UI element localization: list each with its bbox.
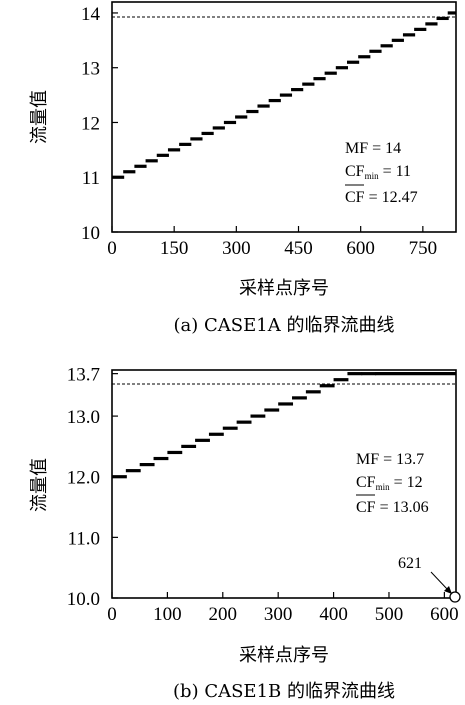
chart-a: 0 150 300 450 600 750 10 11 12 13 14 流量值 采样点序号 (a)… [29,1,457,336]
caption-a: (a) CASE1A 的临界流曲线 [174,315,395,336]
cfmin-prefix-b: CF [356,474,376,491]
y-tick-label-a: 10 [81,223,100,244]
x-axis-label-b: 采样点序号 [239,645,329,666]
chart-b: 0 100 200 300 400 500 60010.011.012.013.013.7 … [29,365,461,702]
x-tick-label-a: 0 [107,238,117,259]
annotation-box-b: MF = 13.7 CFmin = 12 CF = 13.06 [356,451,429,516]
cfmin-sub-a: min [365,171,380,181]
x-tick-label-a: 150 [160,238,189,259]
ticks-b: 0 100 200 300 400 500 600 10.0 11.0 12.0 13.0 13.7 [67,365,459,625]
cfbar-value-b: = 13.06 [376,499,429,516]
x-tick-label-a: 450 [284,238,313,259]
caption-b: (b) CASE1B 的临界流曲线 [173,681,395,702]
y-tick-label-a: 13 [81,59,100,80]
mf-annotation-a: MF = 14 [345,140,401,157]
point-arrow-shaft [430,571,449,591]
x-tick-label-b: 400 [319,604,348,625]
y-tick-label-b: 11.0 [67,528,100,549]
x-tick-label-b: 200 [209,604,238,625]
cfbar-text-b: CF [356,499,376,516]
cfmin-value-b: = 12 [390,474,423,491]
cfmin-prefix-a: CF [345,163,365,180]
y-axis-label-b: 流量值 [29,458,50,512]
point-label-621: 621 [398,555,422,572]
cfbar-annotation-a: CF = 12.47 [345,189,418,206]
annotation-box-a: MF = 14 CFmin = 11 CF = 12.47 [345,140,418,206]
steps-b [112,372,456,479]
cfmin-annotation-a: CFmin = 11 [345,163,411,181]
ticks-a: 0 150 300 450 600 750 10 11 12 13 14 [81,4,437,259]
cfbar-annotation-b: CF = 13.06 [356,499,429,516]
plot-frame-a [111,1,457,233]
x-axis-label-a: 采样点序号 [239,278,329,299]
y-tick-label-b: 10.0 [67,589,100,610]
y-tick-label-b: 13.0 [67,407,100,428]
x-tick-label-b: 600 [430,604,459,625]
y-tick-label-b: 12.0 [67,468,100,489]
x-tick-label-b: 0 [107,604,117,625]
cfmin-sub-b: min [376,482,391,492]
cfbar-text-a: CF [345,189,365,206]
cfbar-value-a: = 12.47 [365,189,418,206]
point-arrow-head [444,586,452,594]
cfmin-annotation-b: CFmin = 12 [356,474,423,492]
x-tick-label-a: 750 [409,238,438,259]
y-tick-label-b: 13.7 [67,365,100,386]
x-tick-label-b: 300 [264,604,293,625]
steps-a [112,11,456,179]
x-tick-label-a: 300 [222,238,251,259]
cfmin-value-a: = 11 [379,163,411,180]
y-axis-label-a: 流量值 [29,90,50,144]
x-tick-label-b: 100 [153,604,182,625]
point-marker-621 [449,591,461,603]
x-tick-label-b: 500 [375,604,404,625]
y-tick-label-a: 14 [81,4,101,25]
y-tick-label-a: 11 [82,168,100,189]
mf-annotation-b: MF = 13.7 [356,451,424,468]
y-tick-label-a: 12 [81,113,100,134]
plot-frame-b [111,369,457,599]
x-tick-label-a: 600 [346,238,375,259]
